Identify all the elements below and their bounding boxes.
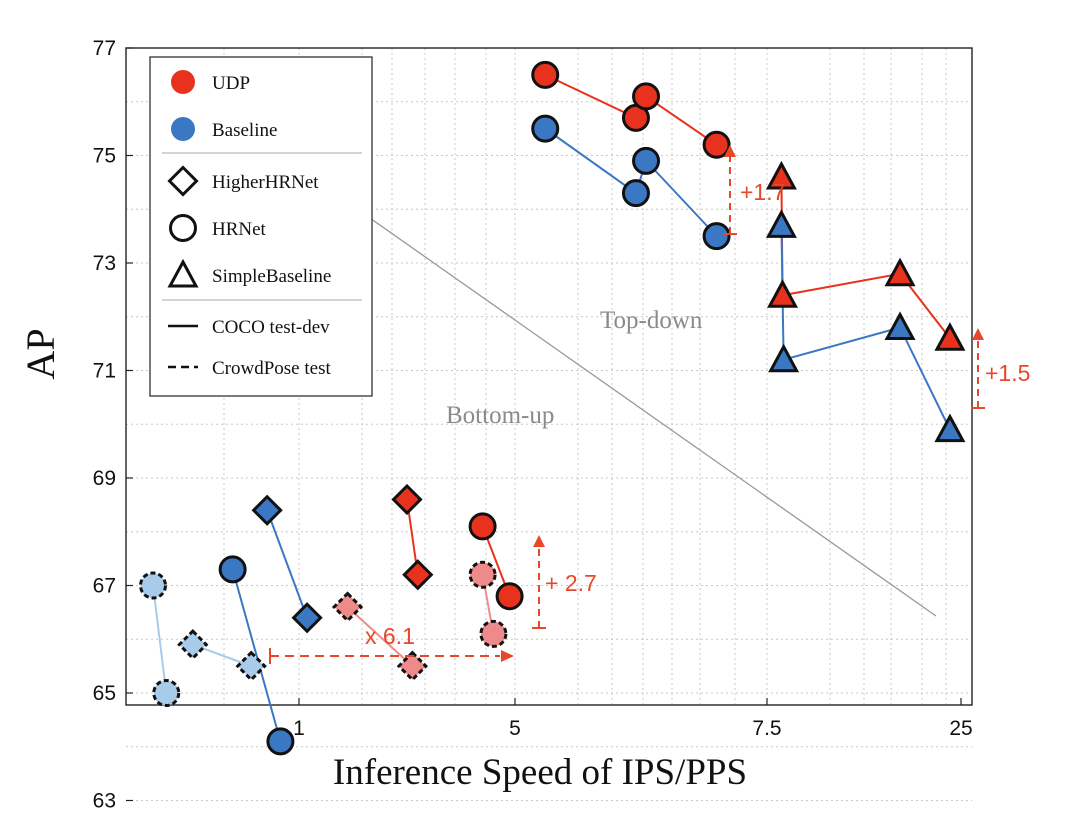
legend-marker-triangle (167, 258, 199, 288)
baseline-hrnet-coco-point (621, 179, 650, 208)
arrow-bottomup-gain-head (533, 535, 545, 547)
udp-simplebaseline-coco-point (767, 279, 799, 308)
baseline-higherhrnet-coco-line-8 (266, 509, 309, 619)
udp-hrnet-coco-point (468, 512, 497, 541)
udp-higherhrnet-coco-point (402, 559, 434, 591)
arrow-simple-gain-head (972, 328, 984, 340)
y-tick-label: 75 (93, 145, 116, 168)
legend-swatch-baseline (171, 117, 195, 141)
region-label-top-down: Top-down (600, 307, 703, 334)
legend-label: COCO test-dev (212, 317, 330, 338)
y-tick-label: 71 (93, 360, 116, 383)
x-tick-label: 5 (509, 717, 521, 740)
udp-higherhrnet-crowdpose-point (331, 591, 364, 623)
udp-higherhrnet-coco-point (391, 483, 423, 516)
baseline-hrnet-crowdpose-line-11 (152, 585, 168, 694)
annotation-speedup: x 6.1 (365, 623, 415, 649)
annotation-topdown-hrnet-gain: +1.7 (740, 179, 785, 205)
y-tick-label: 77 (93, 37, 116, 60)
legend-marker-diamond (167, 165, 199, 197)
legend-label: HRNet (212, 219, 267, 240)
y-axis-title: AP (18, 328, 63, 379)
annotation-topdown-simple-gain: +1.5 (985, 360, 1030, 386)
baseline-hrnet-crowdpose-point (152, 679, 181, 707)
legend-swatch-udp (171, 70, 195, 94)
baseline-hrnet-crowdpose-point (139, 571, 167, 600)
baseline-hrnet-coco-point (266, 727, 295, 756)
legend-marker-circle (169, 214, 197, 242)
region-label-bottom-up: Bottom-up (446, 402, 554, 429)
y-tick-label: 69 (93, 467, 116, 490)
annotation-bottomup-gain: + 2.7 (545, 570, 597, 596)
plot-frame (125, 47, 973, 706)
legend-label: SimpleBaseline (212, 266, 331, 287)
baseline-simplebaseline-coco-point (768, 343, 800, 373)
arrow-hrnet-gain-head (724, 145, 736, 157)
baseline-simplebaseline-coco-line-3 (780, 225, 951, 431)
divider-layer (366, 215, 937, 617)
x-tick-label: 25 (949, 717, 972, 740)
baseline-higherhrnet-crowdpose-point (177, 629, 209, 661)
legend-label: UDP (212, 73, 250, 94)
baseline-hrnet-coco-point (632, 146, 661, 175)
legend: UDP Baseline HigherHRNet HRNet SimpleBaselin… (149, 56, 373, 397)
baseline-simplebaseline-coco-point (884, 311, 916, 341)
baseline-hrnet-coco-point (218, 555, 247, 584)
udp-simplebaseline-coco-point (765, 160, 797, 190)
baseline-higherhrnet-coco-point (251, 494, 283, 526)
baseline-simplebaseline-coco-point (934, 413, 966, 443)
udp-simplebaseline-coco-line-2 (780, 176, 951, 339)
legend-label: CrowdPose test (212, 358, 331, 379)
udp-hrnet-coco-point (632, 82, 661, 111)
udp-simplebaseline-coco-point (934, 322, 966, 351)
udp-hrnet-crowdpose-point (479, 619, 508, 648)
y-tick-label: 63 (93, 790, 116, 813)
baseline-hrnet-coco-point (702, 222, 731, 251)
udp-hrnet-coco-point (531, 60, 560, 89)
udp-higherhrnet-crowdpose-line-6 (346, 606, 414, 667)
y-tick-label: 65 (93, 682, 116, 705)
udp-hrnet-coco-point (495, 582, 524, 611)
legend-label: HigherHRNet (212, 172, 319, 193)
x-tick-label: 7.5 (752, 717, 781, 740)
series-markers (139, 60, 966, 756)
annotations: +1.7 +1.5 + 2.7 x 6.1 (269, 145, 1030, 664)
udp-higherhrnet-crowdpose-point (396, 650, 429, 682)
baseline-higherhrnet-crowdpose-point (235, 650, 267, 682)
udp-hrnet-crowdpose-point (468, 560, 497, 589)
axes: 63 65 67 69 71 73 75 77 1 5 7.5 25 (93, 37, 973, 813)
x-tick-label: 1 (293, 717, 305, 740)
y-tick-label: 73 (93, 252, 116, 275)
arrow-speedup-head (501, 650, 514, 662)
y-tick-label: 67 (93, 575, 116, 598)
topdown-bottomup-divider (366, 215, 937, 617)
baseline-hrnet-coco-line-1 (544, 127, 718, 237)
x-axis-title: Inference Speed of IPS/PPS (333, 752, 747, 793)
baseline-hrnet-coco-point (531, 114, 560, 143)
legend-label: Baseline (212, 120, 277, 141)
baseline-hrnet-coco-line-9 (231, 569, 282, 742)
baseline-higherhrnet-coco-point (291, 602, 323, 634)
series-layer (139, 60, 966, 756)
udp-simplebaseline-coco-point (884, 257, 916, 287)
udp-hrnet-coco-point (702, 130, 731, 159)
baseline-simplebaseline-coco-point (765, 209, 797, 238)
